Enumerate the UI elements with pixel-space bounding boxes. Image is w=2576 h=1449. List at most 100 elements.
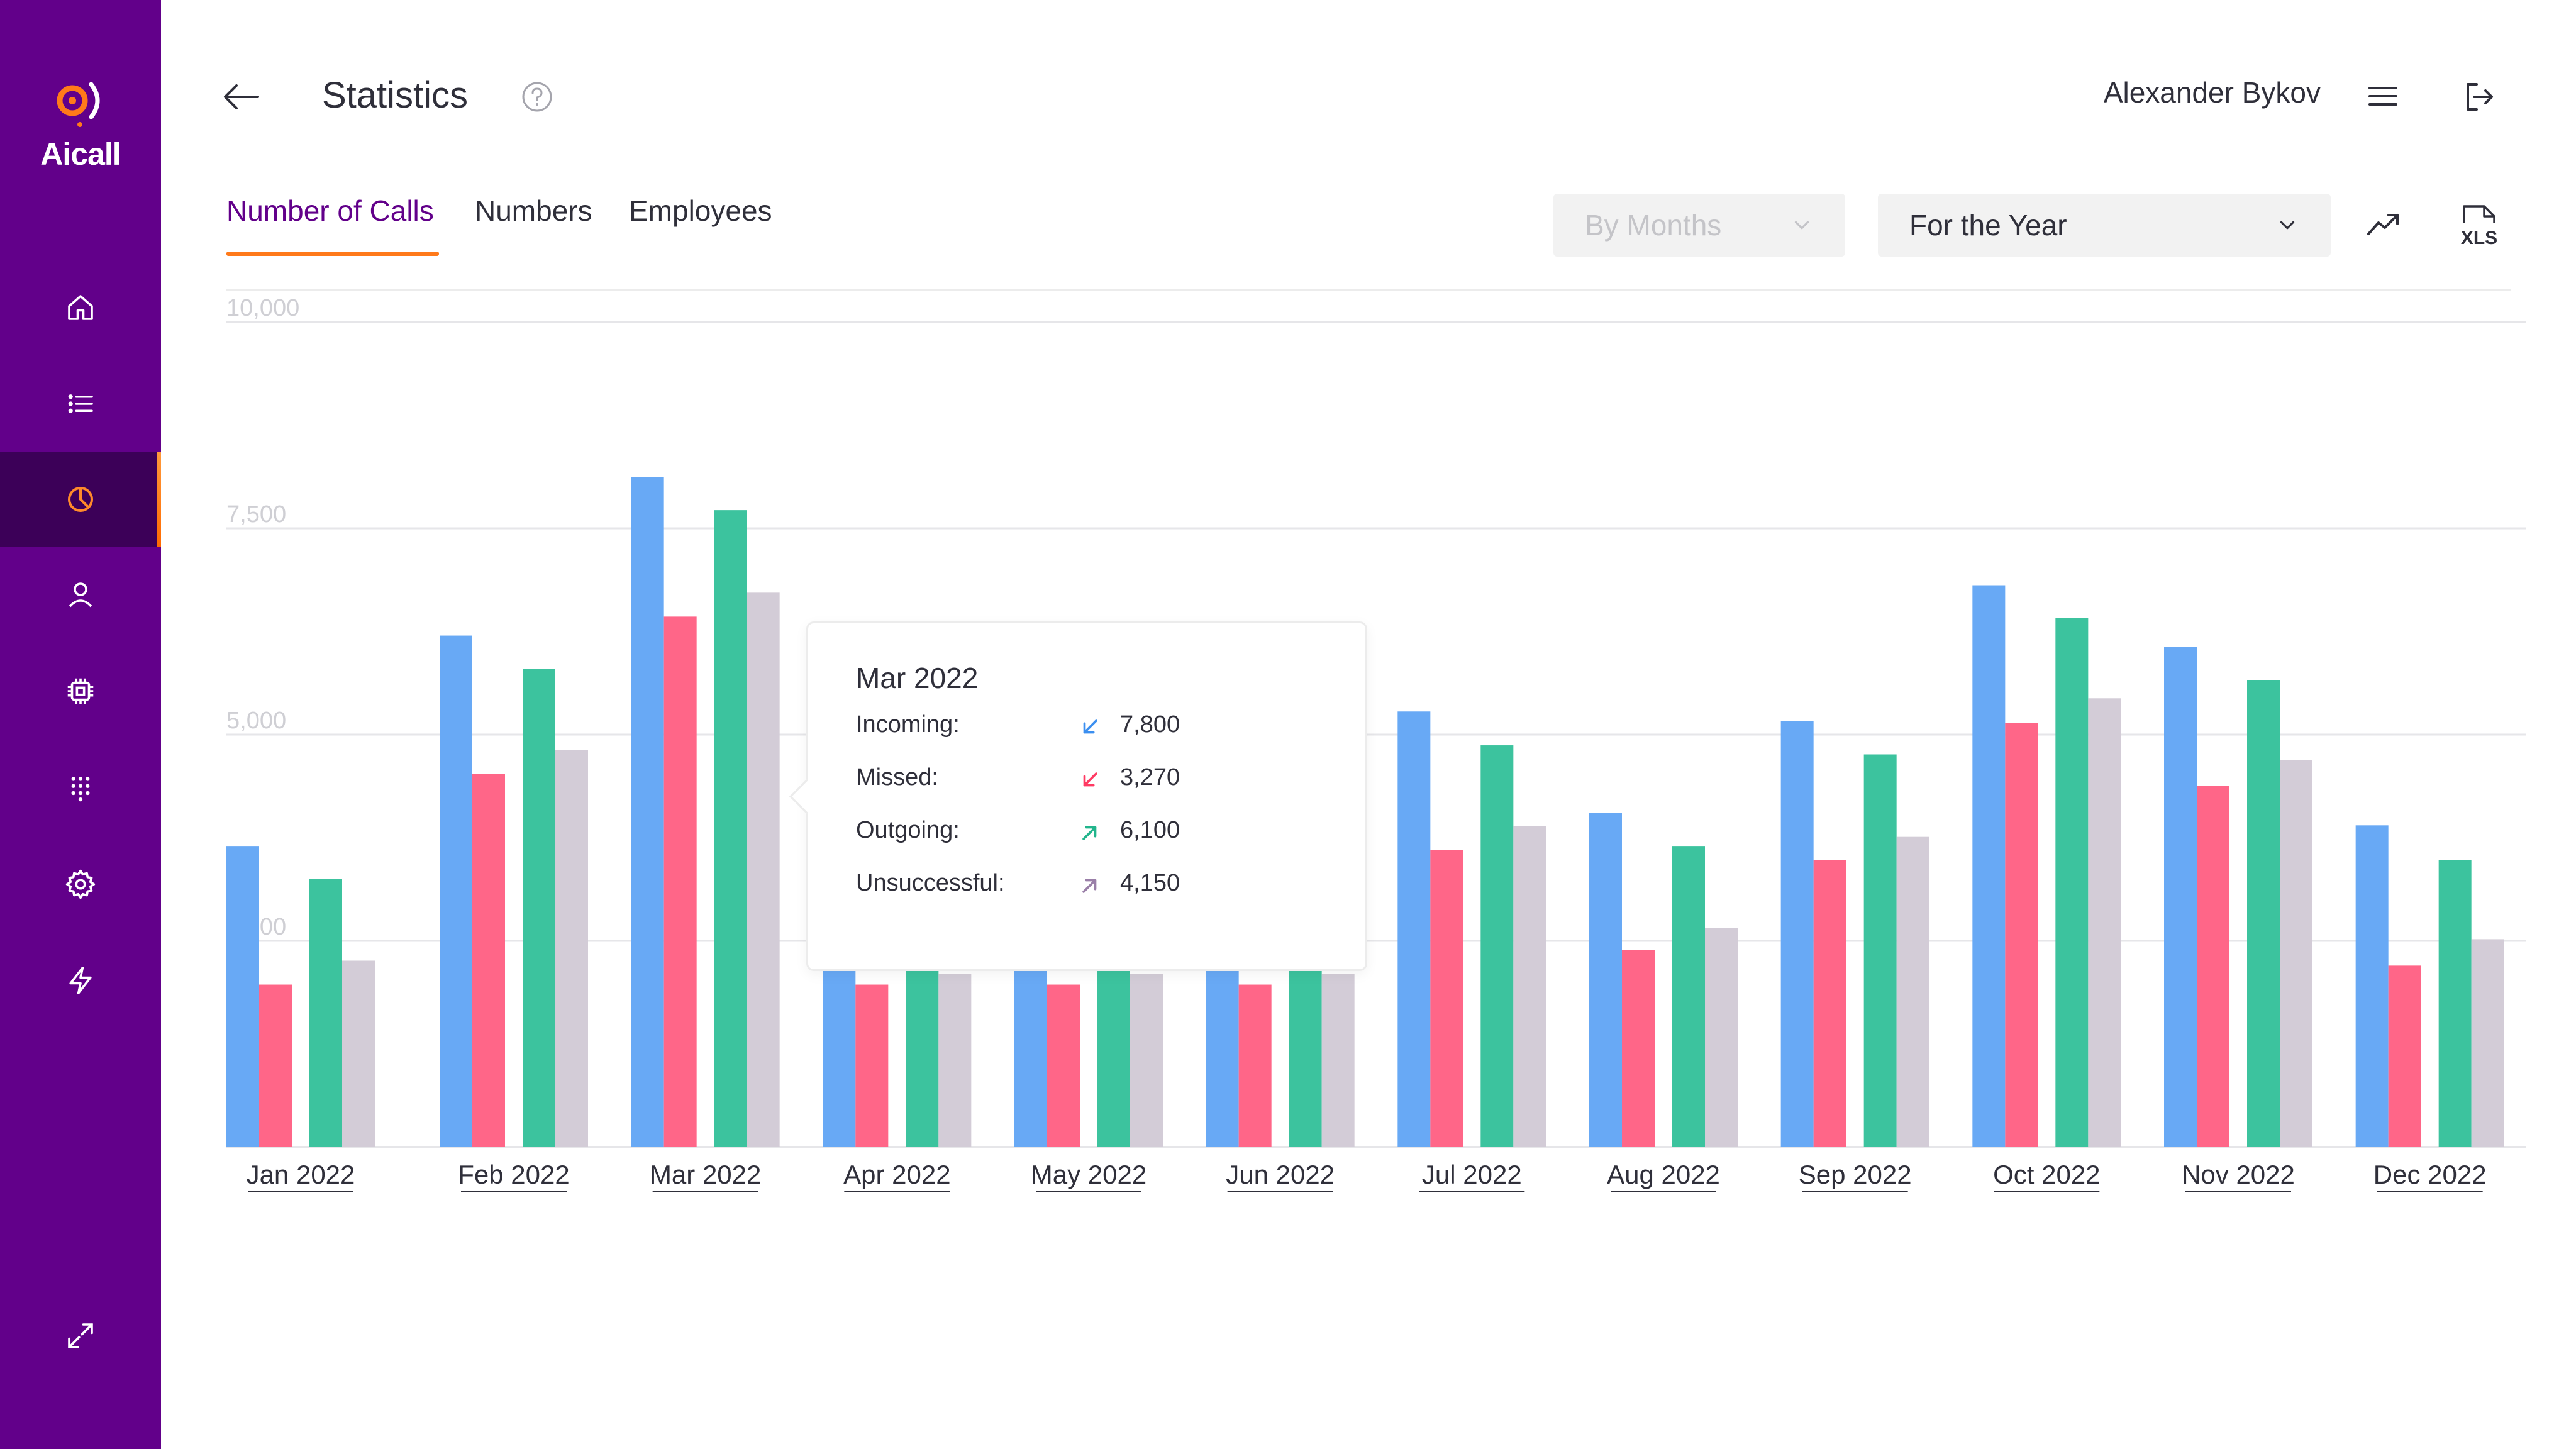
bar-outgoing: [1672, 846, 1705, 1147]
bar-unsuccessful: [747, 592, 780, 1147]
bar-outgoing: [1863, 754, 1897, 1147]
bar-incoming: [440, 635, 472, 1147]
y-tick-label: 5,000: [226, 708, 286, 734]
logout-icon[interactable]: [2462, 79, 2497, 114]
bar-unsuccessful: [1321, 974, 1355, 1147]
bar-missed: [1813, 860, 1846, 1147]
menu-icon[interactable]: [2365, 80, 2401, 112]
tooltip-row-unsuccessful: Unsuccessful: 4,150: [856, 870, 1334, 908]
tooltip-row-outgoing: Outgoing: 6,100: [856, 817, 1334, 855]
export-xls-label[interactable]: XLS: [2460, 228, 2498, 248]
user-icon: [69, 582, 92, 608]
bar-unsuccessful: [2280, 760, 2312, 1147]
x-tick-label: Mar 2022: [650, 1160, 761, 1189]
period-select[interactable]: For the Year: [1878, 194, 2331, 257]
tooltip-title: Mar 2022: [856, 662, 979, 694]
bar-outgoing: [309, 879, 342, 1147]
x-tick-label: Oct 2022: [1993, 1160, 2100, 1189]
header-divider: [226, 289, 2511, 291]
chip-icon: [67, 678, 94, 704]
bar-unsuccessful: [1705, 928, 1738, 1147]
bar-incoming: [2164, 647, 2197, 1147]
help-icon[interactable]: [521, 80, 553, 113]
bar-incoming: [226, 846, 259, 1147]
x-tick-label: Jan 2022: [247, 1160, 355, 1189]
logo-text: Aicall: [40, 136, 121, 172]
group-by-select[interactable]: By Months: [1553, 194, 1845, 257]
tooltip-label: Outgoing:: [856, 817, 960, 843]
sidebar-item-integrations[interactable]: [0, 933, 161, 1028]
bar-missed: [259, 984, 292, 1147]
gear-icon: [65, 869, 96, 899]
active-tab-indicator: [226, 252, 439, 256]
chevron-down-icon: [1794, 221, 1809, 230]
sidebar-item-home[interactable]: [0, 260, 161, 355]
y-tick-label: 10,000: [226, 295, 299, 321]
expand-button[interactable]: [0, 1288, 161, 1384]
bar-unsuccessful: [938, 974, 972, 1147]
bar-incoming: [1972, 585, 2006, 1147]
bar-missed: [472, 774, 505, 1147]
tooltip-row-incoming: Incoming: 7,800: [856, 711, 1334, 749]
bar-missed: [663, 616, 697, 1147]
x-tick-label: Nov 2022: [2182, 1160, 2295, 1189]
arrow-up-right-icon: [1082, 879, 1097, 893]
chevron-down-icon: [2280, 221, 2295, 230]
logo[interactable]: Aicall: [0, 75, 161, 172]
arrow-up-right-icon: [1082, 826, 1097, 840]
x-tick-label: Sep 2022: [1799, 1160, 1912, 1189]
tooltip-row-missed: Missed: 3,270: [856, 764, 1334, 802]
x-tick-label: Aug 2022: [1607, 1160, 1720, 1189]
bar-missed: [1622, 950, 1655, 1147]
page-title: Statistics: [322, 75, 469, 116]
arrow-down-left-icon: [1083, 719, 1097, 734]
lightning-icon: [69, 966, 92, 995]
sidebar-item-dialpad[interactable]: [0, 740, 161, 835]
bar-outgoing: [2055, 618, 2089, 1147]
home-icon: [68, 295, 93, 320]
tooltip-label: Missed:: [856, 764, 938, 791]
bar-missed: [2388, 965, 2421, 1147]
bar-missed: [1238, 984, 1272, 1147]
x-tick-label: Dec 2022: [2373, 1160, 2487, 1189]
trend-icon[interactable]: [2365, 208, 2402, 240]
tab-number-of-calls[interactable]: Number of Calls: [226, 194, 434, 227]
bar-unsuccessful: [1513, 826, 1546, 1147]
sidebar-item-users[interactable]: [0, 547, 161, 643]
bar-outgoing: [2438, 860, 2472, 1147]
back-arrow-icon[interactable]: [220, 78, 264, 116]
group-by-value: By Months: [1585, 209, 1722, 242]
bar-incoming: [631, 477, 664, 1147]
bar-outgoing: [523, 669, 555, 1147]
tooltip-value: 4,150: [1120, 870, 1180, 896]
logo-icon: [57, 82, 100, 127]
bar-missed: [2005, 723, 2038, 1147]
pie-chart-icon: [67, 486, 94, 513]
sidebar-item-settings[interactable]: [0, 836, 161, 932]
bar-missed: [855, 984, 889, 1147]
sidebar: Aicall: [0, 0, 161, 1449]
bar-incoming: [1589, 813, 1622, 1147]
x-tick-label: Jun 2022: [1226, 1160, 1335, 1189]
user-name[interactable]: Alexander Bykov: [2103, 76, 2321, 109]
bar-outgoing: [1480, 745, 1514, 1147]
y-tick-label: 7,500: [226, 501, 286, 528]
sidebar-item-list[interactable]: [0, 356, 161, 452]
bar-incoming: [1780, 721, 1814, 1147]
bar-unsuccessful: [555, 750, 588, 1147]
bar-incoming: [2355, 825, 2389, 1147]
tooltip-value: 3,270: [1120, 764, 1180, 791]
x-tick-label: Apr 2022: [843, 1160, 950, 1189]
tooltip-value: 6,100: [1120, 817, 1180, 843]
file-export-icon[interactable]: [2457, 203, 2502, 250]
sidebar-item-statistics[interactable]: [0, 452, 161, 547]
bar-unsuccessful: [2471, 939, 2504, 1147]
bar-missed: [1047, 984, 1080, 1147]
sidebar-item-devices[interactable]: [0, 643, 161, 739]
bar-incoming: [1397, 711, 1431, 1147]
tab-employees[interactable]: Employees: [629, 194, 772, 227]
bar-unsuccessful: [2088, 698, 2121, 1147]
tooltip-value: 7,800: [1120, 711, 1180, 738]
x-tick-label: May 2022: [1031, 1160, 1146, 1189]
tab-numbers[interactable]: Numbers: [475, 194, 592, 227]
